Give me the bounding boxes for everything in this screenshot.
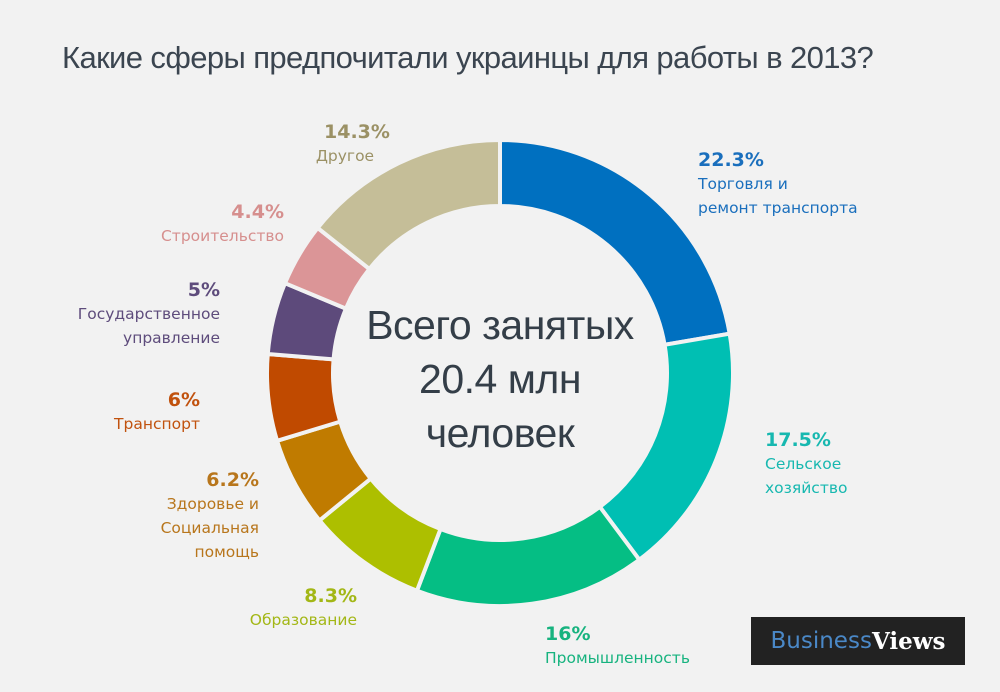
- label-health-name: Здоровье и Социальная помощь: [160, 495, 259, 561]
- label-government: 5% Государственное управление: [78, 278, 220, 350]
- label-transport-name: Транспорт: [114, 415, 200, 433]
- label-agriculture: 17.5% Сельское хозяйство: [765, 428, 847, 500]
- center-line-3: человек: [425, 410, 575, 456]
- label-transport: 6% Транспорт: [114, 388, 200, 436]
- label-other-pct: 14.3%: [324, 121, 390, 143]
- label-industry-name: Промышленность: [545, 649, 690, 667]
- label-trade-pct: 22.3%: [698, 149, 764, 171]
- label-government-name: Государственное управление: [77, 305, 220, 347]
- label-other-name: Другое: [315, 147, 375, 165]
- logo-views-text: Views: [871, 627, 946, 655]
- label-education: 8.3% Образование: [250, 584, 357, 632]
- label-agriculture-pct: 17.5%: [765, 429, 831, 451]
- label-government-pct: 5%: [187, 279, 220, 301]
- donut-slice: [414, 504, 643, 608]
- chart-title: Какие сферы предпочитали украинцы для ра…: [62, 40, 874, 75]
- label-education-name: Образование: [249, 611, 357, 629]
- label-trade: 22.3% Торговля и ремонт транспорта: [698, 148, 858, 220]
- center-total-label: Всего занятых 20.4 млн человек: [340, 298, 660, 460]
- label-transport-pct: 6%: [167, 389, 200, 411]
- center-line-1: Всего занятых: [366, 302, 634, 348]
- label-other: 14.3% Другое: [300, 120, 390, 168]
- label-trade-name: Торговля и ремонт транспорта: [698, 175, 858, 217]
- label-construction-name: Строительство: [160, 227, 284, 245]
- label-industry-pct: 16%: [545, 623, 591, 645]
- label-agriculture-name: Сельское хозяйство: [765, 455, 848, 497]
- label-industry: 16% Промышленность: [545, 622, 690, 670]
- center-line-2: 20.4 млн: [419, 356, 581, 402]
- label-health-pct: 6.2%: [206, 469, 259, 491]
- label-construction-pct: 4.4%: [231, 201, 284, 223]
- donut-slice: [314, 137, 502, 272]
- businessviews-logo: Business Views: [751, 617, 965, 665]
- label-education-pct: 8.3%: [304, 585, 357, 607]
- label-health: 6.2% Здоровье и Социальная помощь: [161, 468, 259, 564]
- logo-business-text: Business: [770, 628, 872, 654]
- label-construction: 4.4% Строительство: [161, 200, 284, 248]
